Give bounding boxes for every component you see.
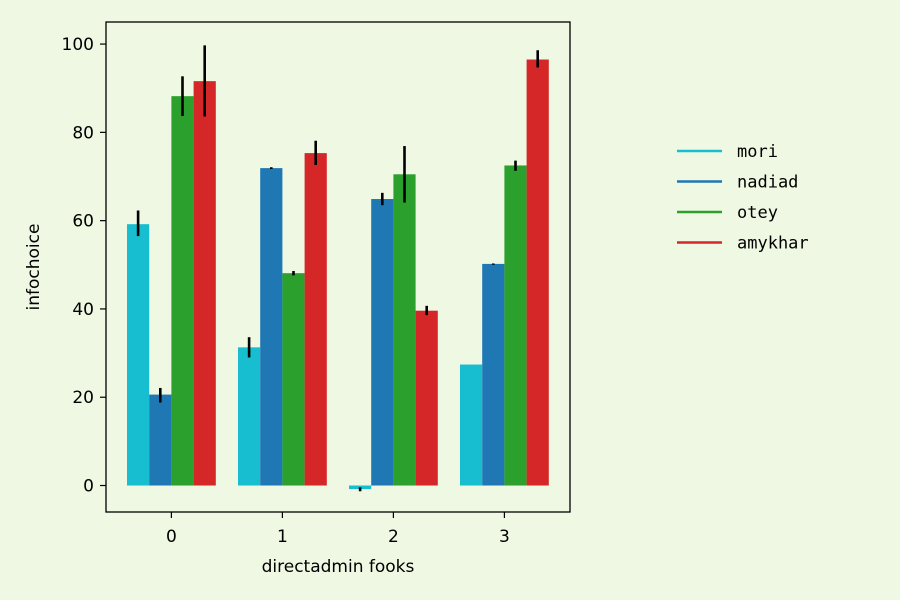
legend-label-nadiad: nadiad xyxy=(737,173,798,193)
x-tick-label: 0 xyxy=(166,527,177,547)
y-axis-title: infochoice xyxy=(24,224,44,311)
x-axis-ticks: 0 1 2 3 xyxy=(166,512,510,547)
x-tick-label: 2 xyxy=(388,527,399,547)
bar-amykhar-1 xyxy=(304,153,327,486)
bar-otey-0 xyxy=(171,96,194,486)
bar-otey-1 xyxy=(282,273,305,486)
bar-amykhar-0 xyxy=(193,81,216,486)
legend-label-otey: otey xyxy=(737,203,778,223)
y-tick-label: 20 xyxy=(72,388,94,408)
legend-label-mori: mori xyxy=(737,142,778,162)
y-tick-label: 0 xyxy=(83,477,94,497)
y-tick-label: 100 xyxy=(62,35,94,55)
error-bars-layer xyxy=(136,45,540,492)
bar-mori-0 xyxy=(127,224,150,486)
y-tick-label: 40 xyxy=(72,300,94,320)
legend: mori nadiad otey amykhar xyxy=(677,142,809,254)
x-tick-label: 1 xyxy=(277,527,288,547)
bar-mori-3 xyxy=(460,364,483,486)
bar-amykhar-2 xyxy=(415,310,438,486)
bar-otey-2 xyxy=(393,174,416,486)
legend-label-amykhar: amykhar xyxy=(737,234,809,254)
bar-amykhar-3 xyxy=(526,59,549,486)
x-tick-label: 3 xyxy=(499,527,510,547)
bar-otey-3 xyxy=(504,165,527,486)
bar-mori-1 xyxy=(238,347,261,486)
bar-nadiad-1 xyxy=(260,168,283,486)
plot-frame xyxy=(105,21,571,513)
bars-layer xyxy=(127,59,549,490)
bar-nadiad-3 xyxy=(482,263,505,486)
bar-nadiad-2 xyxy=(371,199,394,486)
y-axis-ticks: 0 20 40 60 80 100 xyxy=(62,35,106,497)
bar-nadiad-0 xyxy=(149,394,172,486)
y-tick-label: 60 xyxy=(72,212,94,232)
x-axis-title: directadmin fooks xyxy=(262,557,415,577)
y-tick-label: 80 xyxy=(72,123,94,143)
